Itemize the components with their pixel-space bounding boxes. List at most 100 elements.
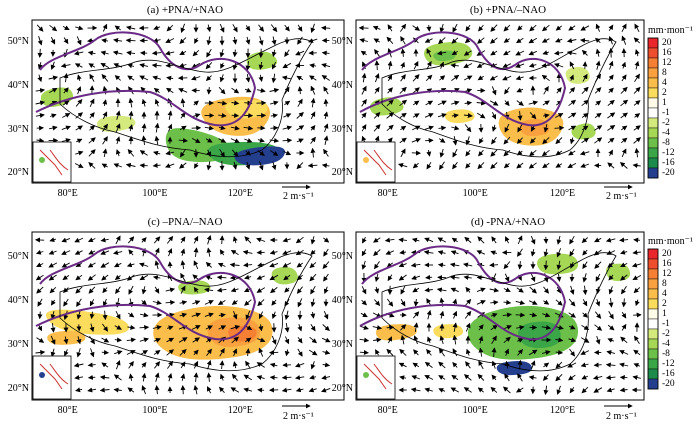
- wind-vector: [141, 299, 147, 306]
- colorbar-swatch: [647, 378, 659, 390]
- colorbar-label: -4: [662, 128, 670, 138]
- wind-vector: [621, 125, 628, 131]
- wind-vector: [191, 138, 201, 143]
- colorbar-label: 8: [662, 279, 667, 289]
- wind-vector: [425, 74, 433, 82]
- wind-vector: [283, 150, 292, 156]
- wind-vector: [515, 63, 525, 68]
- wind-vector: [504, 273, 510, 283]
- wind-vector: [73, 362, 84, 368]
- colorbar-label: -4: [662, 339, 670, 349]
- wind-vector: [595, 298, 601, 307]
- wind-vector: [141, 361, 147, 368]
- wind-vector: [503, 149, 511, 157]
- colorbar-swatch: [647, 298, 659, 310]
- wind-vector: [49, 100, 58, 106]
- wind-vector: [322, 324, 330, 332]
- wind-vector: [88, 249, 96, 255]
- wind-vector: [374, 60, 380, 71]
- wind-vector: [206, 24, 212, 33]
- wind-vector: [139, 262, 149, 268]
- china-border: [59, 252, 313, 372]
- wind-vector: [399, 375, 407, 381]
- panel-d: (d) -PNA/+NAO 80°E 100°E 120°E 50°N 40°N…: [332, 216, 645, 422]
- wind-vector: [516, 87, 524, 93]
- plateau-contour: [359, 31, 567, 127]
- wind-vector: [309, 336, 318, 344]
- wind-vector: [282, 62, 292, 69]
- wind-vector: [296, 125, 305, 131]
- wind-vector: [216, 274, 227, 280]
- wind-vector: [465, 322, 471, 332]
- wind-vector: [412, 87, 420, 94]
- wind-vector: [594, 237, 602, 243]
- colorbar-swatch: [647, 117, 659, 129]
- wind-vector: [634, 113, 641, 119]
- wind-vector: [310, 236, 316, 245]
- wind-vector: [139, 274, 149, 281]
- wind-vector: [582, 299, 588, 307]
- wind-vector: [166, 325, 174, 331]
- wind-vector: [284, 336, 290, 345]
- wind-vector: [37, 298, 43, 307]
- wind-vector: [192, 337, 200, 343]
- wind-vector: [411, 237, 420, 243]
- wind-vector: [372, 325, 383, 330]
- wind-vector: [115, 286, 121, 294]
- wind-vector: [489, 37, 498, 44]
- wind-vector: [489, 75, 498, 81]
- wind-vector: [242, 249, 253, 255]
- wind-vector: [633, 237, 641, 243]
- wind-vector: [452, 136, 458, 146]
- wind-vector: [180, 285, 186, 294]
- wind-vector: [516, 37, 524, 44]
- precip-shading: [375, 253, 631, 376]
- wind-vector: [478, 24, 484, 32]
- wind-vector: [424, 125, 434, 131]
- wind-vector: [452, 148, 458, 158]
- colorbar-label: -1: [662, 108, 670, 118]
- wind-vector: [192, 49, 200, 57]
- wind-vector: [62, 100, 70, 106]
- wind-vector: [76, 86, 82, 95]
- wind-vector: [309, 273, 317, 282]
- wind-vector: [528, 37, 538, 44]
- wind-vector: [310, 85, 316, 95]
- wind-vector: [566, 38, 577, 43]
- wind-vector: [154, 385, 160, 395]
- wind-vector: [517, 261, 523, 270]
- wind-vector: [321, 63, 331, 68]
- wind-vector: [269, 100, 279, 106]
- wind-vector: [49, 24, 58, 32]
- wind-vector: [76, 74, 82, 82]
- wind-vector: [62, 275, 70, 281]
- wind-vector: [541, 350, 551, 355]
- wind-vector: [476, 250, 485, 255]
- colorbar-label: -2: [662, 329, 670, 339]
- wind-vector: [323, 311, 329, 320]
- wind-vector: [400, 324, 407, 331]
- wind-vector: [88, 162, 96, 169]
- wind-vector: [257, 262, 265, 268]
- wind-vector: [205, 275, 213, 281]
- colorbar-swatch: [647, 57, 659, 69]
- wind-vector: [102, 287, 108, 294]
- wind-vector: [556, 260, 562, 270]
- wind-vector: [412, 100, 420, 106]
- wind-vector: [490, 324, 498, 331]
- inset-map: [32, 355, 72, 400]
- wind-vector: [75, 125, 83, 131]
- wind-vector: [36, 286, 44, 294]
- wind-vector: [465, 24, 471, 32]
- wind-vector: [530, 273, 536, 283]
- wind-vector: [127, 387, 135, 393]
- wind-vector: [323, 237, 330, 243]
- svg-text:2 m·s⁻¹: 2 m·s⁻¹: [606, 411, 637, 422]
- wind-vector: [192, 113, 201, 118]
- wind-vector: [400, 148, 406, 158]
- wind-vector: [411, 138, 421, 143]
- wind-vector: [166, 235, 174, 244]
- wind-vector: [219, 23, 225, 33]
- map-frame: [31, 19, 345, 184]
- wind-vector: [541, 149, 550, 157]
